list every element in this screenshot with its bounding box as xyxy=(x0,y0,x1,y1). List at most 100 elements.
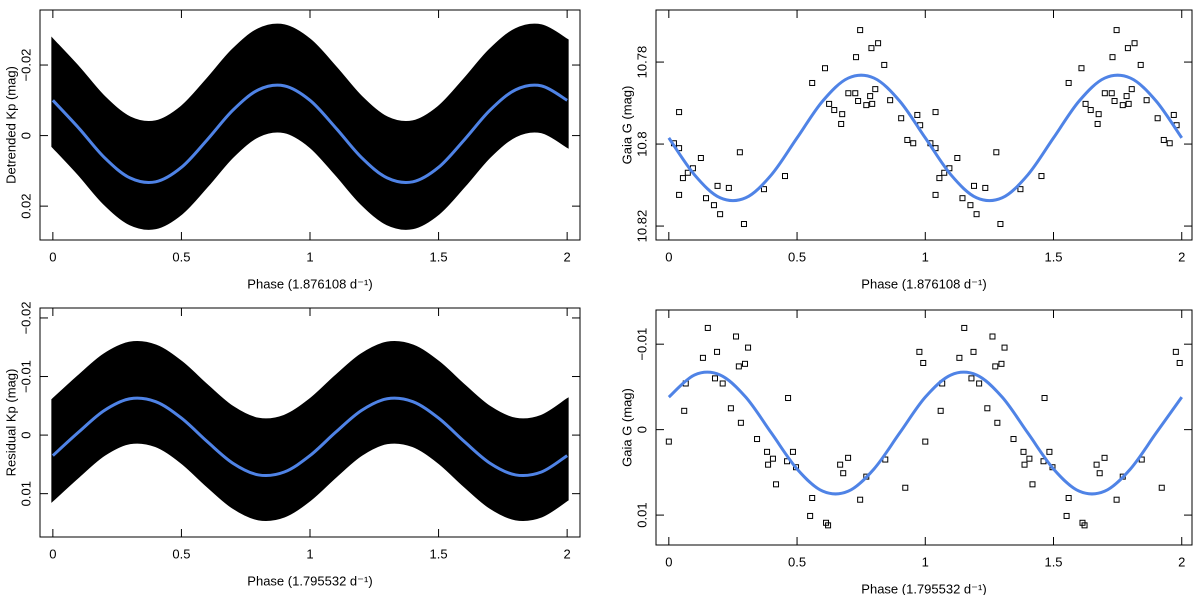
data-point xyxy=(717,211,724,218)
data-point xyxy=(922,438,929,445)
x-tick-label: 0.5 xyxy=(172,249,190,264)
data-point xyxy=(737,419,744,426)
fit-curve xyxy=(51,83,568,185)
data-point xyxy=(984,405,991,412)
data-point xyxy=(745,344,752,351)
data-point xyxy=(789,448,796,455)
x-tick-label: 1.5 xyxy=(1044,554,1062,569)
data-point xyxy=(1081,522,1088,529)
data-point xyxy=(904,136,911,143)
y-tick-label: 0 xyxy=(18,431,33,438)
data-point xyxy=(1095,111,1102,118)
data-point xyxy=(710,202,717,209)
x-tick-label: 0.5 xyxy=(788,554,806,569)
data-point xyxy=(809,79,816,86)
data-point xyxy=(781,173,788,180)
data-point xyxy=(920,359,927,366)
data-point xyxy=(725,184,732,191)
data-point xyxy=(1101,90,1108,97)
data-point xyxy=(1093,461,1100,468)
data-point xyxy=(1017,186,1024,193)
y-tick-label: −0.02 xyxy=(18,49,33,82)
data-point xyxy=(855,98,862,105)
y-tick-label: −0.02 xyxy=(18,302,33,335)
data-point xyxy=(845,454,852,461)
y-tick-label: 0 xyxy=(634,426,649,433)
data-point xyxy=(735,363,742,370)
data-point xyxy=(697,155,704,162)
y-tick-label: −0.01 xyxy=(18,360,33,393)
data-point xyxy=(679,175,686,182)
fit-curve xyxy=(667,370,1183,496)
data-point xyxy=(1125,100,1132,107)
data-point xyxy=(997,221,1004,228)
data-point xyxy=(1143,97,1150,104)
data-point xyxy=(1087,107,1094,114)
data-point xyxy=(733,333,740,340)
data-point xyxy=(1113,496,1120,503)
x-tick-label: 0 xyxy=(665,249,672,264)
data-point xyxy=(809,495,816,501)
data-point xyxy=(825,522,832,529)
data-point xyxy=(994,419,1001,426)
data-point xyxy=(976,380,983,387)
data-point xyxy=(956,354,963,361)
x-tick-label: 1 xyxy=(306,546,313,561)
fit-curve xyxy=(667,73,1183,203)
data-point xyxy=(1170,111,1177,118)
data-point xyxy=(736,149,743,156)
x-axis-label: Phase (1.795532 d⁻¹) xyxy=(861,581,986,595)
data-band xyxy=(51,23,569,230)
data-point xyxy=(684,169,691,176)
y-tick-label: 0 xyxy=(18,132,33,139)
x-tick-label: 1.5 xyxy=(430,249,448,264)
data-point xyxy=(989,333,996,340)
data-point xyxy=(872,86,879,93)
data-point xyxy=(1101,454,1108,461)
data-point xyxy=(936,175,943,182)
data-point xyxy=(937,407,944,414)
data-point xyxy=(914,111,921,118)
data-point xyxy=(867,93,874,100)
data-point xyxy=(857,27,864,34)
data-point xyxy=(704,324,711,331)
data-point xyxy=(967,202,974,209)
data-point xyxy=(1137,61,1144,68)
data-point xyxy=(1041,395,1048,402)
x-tick-label: 0 xyxy=(49,546,56,561)
data-point xyxy=(1010,436,1017,443)
y-tick-label: 10.78 xyxy=(634,46,649,79)
data-point xyxy=(887,97,894,104)
data-point xyxy=(898,115,905,122)
data-point xyxy=(1001,344,1008,351)
data-point xyxy=(727,405,734,412)
data-point xyxy=(838,120,845,127)
data-point xyxy=(676,109,683,116)
x-tick-label: 1 xyxy=(922,554,929,569)
y-axis-label: Residual Kp (mag) xyxy=(3,369,18,477)
data-band xyxy=(51,341,569,521)
data-point xyxy=(1113,27,1120,34)
x-tick-label: 0.5 xyxy=(172,546,190,561)
data-point xyxy=(941,169,948,176)
data-point xyxy=(1131,40,1138,47)
data-point xyxy=(869,100,876,107)
data-point xyxy=(992,363,999,370)
data-point xyxy=(998,360,1005,367)
data-point xyxy=(681,407,688,414)
data-point xyxy=(993,149,1000,156)
data-point xyxy=(1029,481,1036,488)
data-point xyxy=(1124,45,1131,52)
data-point xyxy=(840,470,847,477)
data-point xyxy=(853,54,860,61)
data-point xyxy=(785,395,792,402)
x-axis-label: Phase (1.876108 d⁻¹) xyxy=(861,276,986,291)
data-point xyxy=(868,45,875,52)
data-point xyxy=(881,61,888,68)
data-point xyxy=(699,354,706,361)
data-point xyxy=(837,461,844,468)
y-tick-label: −0.01 xyxy=(634,328,649,361)
data-point xyxy=(1082,100,1089,107)
data-point xyxy=(971,182,978,189)
